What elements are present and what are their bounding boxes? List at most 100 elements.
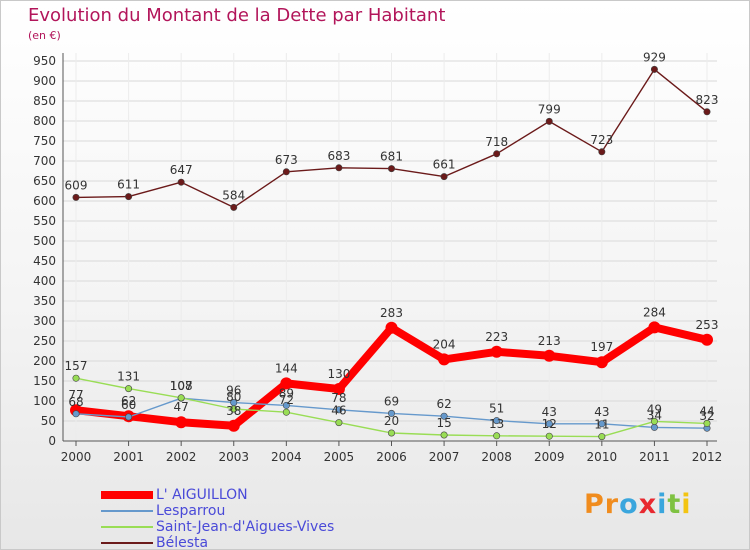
- y-tick-label: 850: [33, 94, 56, 108]
- data-label: 12: [542, 417, 557, 431]
- y-tick-label: 350: [33, 294, 56, 308]
- data-point: [598, 433, 606, 441]
- y-tick-label: 400: [33, 274, 56, 288]
- x-tick-label: 2012: [692, 450, 723, 464]
- data-point: [703, 108, 711, 116]
- y-tick-label: 150: [33, 374, 56, 388]
- data-label: 197: [590, 340, 613, 354]
- y-tick-label: 750: [33, 134, 56, 148]
- data-point: [387, 409, 395, 417]
- data-label: 68: [68, 395, 83, 409]
- y-tick-label: 900: [33, 74, 56, 88]
- logo-letter: i: [681, 489, 692, 520]
- data-label: 13: [489, 417, 504, 431]
- data-label: 78: [331, 391, 346, 405]
- data-label: 144: [275, 361, 298, 375]
- data-label: 108: [170, 379, 193, 393]
- x-tick-label: 2006: [376, 450, 407, 464]
- y-tick-label: 800: [33, 114, 56, 128]
- data-point: [545, 432, 553, 440]
- data-point: [230, 405, 238, 413]
- legend-swatch-aiguillon: [101, 491, 153, 499]
- data-point: [282, 401, 290, 409]
- data-label: 20: [384, 414, 399, 428]
- x-tick-label: 2004: [271, 450, 302, 464]
- x-tick-label: 2001: [113, 450, 144, 464]
- x-tick-label: 2007: [429, 450, 460, 464]
- data-labels: 77 62 47 38 144 130 283 204 223 213 197 284 253 68 60 1…: [65, 50, 719, 431]
- x-tick-label: 2000: [61, 450, 92, 464]
- data-point: [598, 420, 606, 428]
- data-label: 49: [647, 402, 662, 416]
- data-label: 11: [594, 418, 609, 432]
- data-label: 107: [170, 379, 193, 393]
- data-point: [650, 423, 658, 431]
- data-label: 673: [275, 153, 298, 167]
- data-point: [595, 356, 608, 369]
- data-point: [72, 410, 80, 418]
- data-label: 72: [279, 393, 294, 407]
- data-point: [175, 416, 188, 429]
- legend-label-lesparrou: Lesparrou: [156, 503, 226, 519]
- data-point: [648, 321, 661, 334]
- data-point: [282, 408, 290, 416]
- data-label: 34: [647, 408, 662, 422]
- chart-title: Evolution du Montant de la Dette par Hab…: [28, 5, 446, 26]
- data-label: 15: [436, 416, 451, 430]
- data-label: 157: [65, 359, 88, 373]
- y-tick-label: 100: [33, 394, 56, 408]
- data-label: 43: [594, 405, 609, 419]
- data-point: [440, 431, 448, 439]
- data-label: 130: [327, 367, 350, 381]
- axes: 0 50 100 150 200 250 300 350 400 450 500 550 600 650 7…: [33, 53, 722, 464]
- data-label: 204: [433, 337, 456, 351]
- data-point: [125, 385, 133, 393]
- data-point: [280, 377, 293, 390]
- data-label: 60: [121, 398, 136, 412]
- data-label: 661: [433, 158, 456, 172]
- legend-swatch-belesta: [101, 542, 153, 544]
- y-tick-label: 0: [48, 434, 56, 448]
- data-label: 80: [226, 390, 241, 404]
- data-label: 213: [538, 334, 561, 348]
- data-label: 683: [327, 149, 350, 163]
- legend-label-saint-jean: Saint-Jean-d'Aigues-Vives: [156, 519, 335, 535]
- data-label: 609: [65, 178, 88, 192]
- data-point: [385, 321, 398, 334]
- logo-letter: i: [657, 489, 668, 520]
- data-label: 51: [489, 402, 504, 416]
- grid-lines: [63, 53, 717, 441]
- data-point: [72, 374, 80, 382]
- data-point: [227, 419, 240, 432]
- data-point: [438, 353, 451, 366]
- data-label: 929: [643, 50, 666, 64]
- data-label: 46: [331, 404, 346, 418]
- chart-subtitle: (en €): [28, 29, 61, 42]
- y-tick-label: 700: [33, 154, 56, 168]
- legend-label-aiguillon: L' AIGUILLON: [156, 487, 248, 503]
- x-tick-label: 2009: [534, 450, 565, 464]
- x-tick-label: 2005: [324, 450, 355, 464]
- x-tick-label: 2008: [481, 450, 512, 464]
- data-label: 223: [485, 330, 508, 344]
- series-lines: [70, 65, 713, 441]
- data-label: 69: [384, 394, 399, 408]
- data-label: 62: [121, 394, 136, 408]
- data-point: [701, 333, 713, 346]
- data-label: 823: [696, 93, 719, 107]
- x-tick-label: 2010: [587, 450, 618, 464]
- data-label: 77: [68, 388, 83, 402]
- x-tick-label: 2003: [218, 450, 249, 464]
- data-point: [332, 383, 345, 395]
- y-tick-label: 300: [33, 314, 56, 328]
- data-point: [177, 178, 185, 186]
- data-point: [125, 413, 133, 421]
- data-label: 718: [485, 135, 508, 149]
- data-point: [493, 432, 501, 440]
- data-label: 283: [380, 306, 403, 320]
- data-label: 44: [699, 404, 714, 418]
- data-point: [125, 193, 133, 201]
- data-point: [387, 429, 395, 437]
- data-point: [545, 420, 553, 428]
